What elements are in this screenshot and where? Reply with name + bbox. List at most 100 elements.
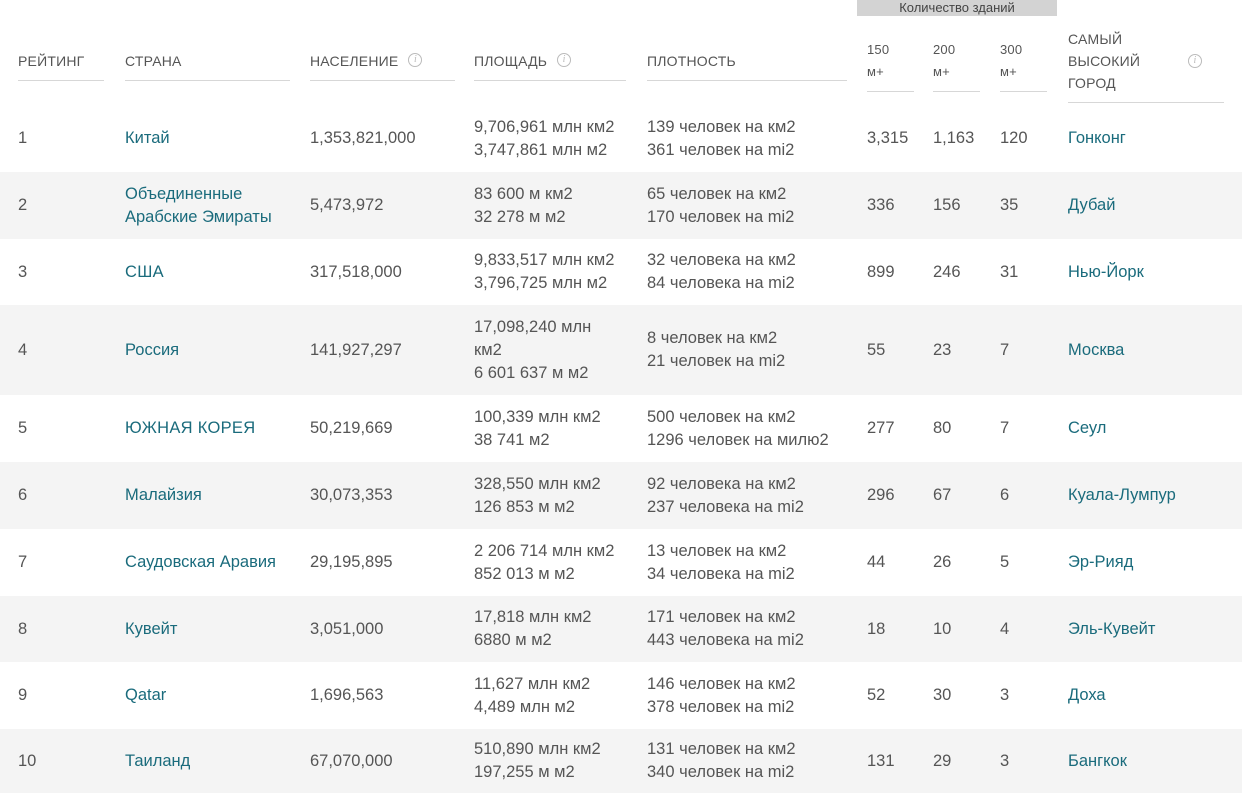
country-link[interactable]: Объединенные Арабские Эмираты xyxy=(125,172,272,239)
header-density-label: ПЛОТНОСТЬ xyxy=(647,53,736,69)
buildings-150m-value: 899 xyxy=(867,262,895,281)
area-cell: 83 600 м км2 32 278 м м2 xyxy=(474,172,634,239)
population-value: 1,696,563 xyxy=(310,686,384,704)
country-link[interactable]: Малайзия xyxy=(125,462,202,529)
header-population-label: НАСЕЛЕНИЕ xyxy=(310,53,399,69)
buildings-200m-cell: 26 xyxy=(933,529,951,596)
header-city-line2: ВЫСОКИЙ xyxy=(1068,53,1141,69)
buildings-200m-cell: 246 xyxy=(933,239,961,305)
population-cell: 29,195,895 xyxy=(310,529,393,596)
density-line2: 443 человека на mi2 xyxy=(647,631,804,649)
buildings-150m-value: 44 xyxy=(867,553,886,571)
rank-value: 10 xyxy=(18,751,37,770)
buildings-150m-cell: 131 xyxy=(867,729,895,793)
area-cell: 328,550 млн км2 126 853 м м2 xyxy=(474,462,634,529)
area-info-icon[interactable]: i xyxy=(557,53,572,68)
table-row: 7 Саудовская Аравия 29,195,895 2 206 714… xyxy=(0,529,1242,596)
density-line1: 13 человек на км2 xyxy=(647,541,787,560)
tallest-city-link[interactable]: Эль-Кувейт xyxy=(1068,596,1155,662)
area-line1: 17,818 млн км2 xyxy=(474,608,592,626)
density-line1: 500 человек на км2 xyxy=(647,407,796,426)
tallest-city-link[interactable]: Бангкок xyxy=(1068,729,1127,793)
buildings-150m-cell: 3,315 xyxy=(867,105,908,172)
buildings-150m-value: 277 xyxy=(867,419,895,437)
header-200m-line2: м+ xyxy=(933,64,950,79)
header-area-label: ПЛОЩАДЬ xyxy=(474,53,548,69)
density-cell: 32 человека на км2 84 человека на mi2 xyxy=(647,239,796,305)
country-name: Малайзия xyxy=(125,486,202,504)
country-link[interactable]: Qatar xyxy=(125,662,166,729)
tallest-city-link[interactable]: Дубай xyxy=(1068,172,1115,239)
buildings-300m-value: 7 xyxy=(1000,419,1010,437)
table-row: 1 Китай 1,353,821,000 9,706,961 млн км2 3… xyxy=(0,105,1242,172)
country-link[interactable]: США xyxy=(125,239,164,305)
density-cell: 8 человек на км2 21 человек на mi2 xyxy=(647,305,785,395)
country-name: США xyxy=(125,262,164,281)
header-150m[interactable]: 150 м+ xyxy=(867,39,914,92)
header-density[interactable]: ПЛОТНОСТЬ xyxy=(647,50,847,81)
header-tallest-city[interactable]: САМЫЙ ВЫСОКИЙ ГОРОД i xyxy=(1068,28,1224,103)
buildings-200m-value: 10 xyxy=(933,619,952,638)
tallest-city-name: Нью-Йорк xyxy=(1068,262,1144,281)
rank-cell: 1 xyxy=(18,105,27,172)
table-row: 2 Объединенные Арабские Эмираты 5,473,972… xyxy=(0,172,1242,239)
header-300m-line1: 300 xyxy=(1000,42,1023,57)
density-cell: 65 человек на км2 170 человек на mi2 xyxy=(647,172,794,239)
density-line2: 84 человека на mi2 xyxy=(647,274,795,292)
population-cell: 50,219,669 xyxy=(310,395,393,462)
tallest-city-link[interactable]: Гонконг xyxy=(1068,105,1126,172)
buildings-200m-value: 156 xyxy=(933,196,961,214)
tallest-city-link[interactable]: Нью-Йорк xyxy=(1068,239,1144,305)
density-cell: 171 человек на км2 443 человека на mi2 xyxy=(647,596,804,662)
tallest-city-link[interactable]: Куала-Лумпур xyxy=(1068,462,1176,529)
tallest-city-link[interactable]: Сеул xyxy=(1068,395,1106,462)
header-300m[interactable]: 300 м+ xyxy=(1000,39,1047,92)
header-rank[interactable]: РЕЙТИНГ xyxy=(18,50,104,81)
header-rank-label: РЕЙТИНГ xyxy=(18,53,85,69)
country-link[interactable]: Кувейт xyxy=(125,596,177,662)
tallest-city-name: Дубай xyxy=(1068,196,1116,214)
country-name: Объединенные xyxy=(125,184,243,203)
tallest-city-name: Эль-Кувейт xyxy=(1068,619,1156,638)
rank-cell: 8 xyxy=(18,596,27,662)
tallest-city-link[interactable]: Эр-Рияд xyxy=(1068,529,1133,596)
city-info-icon[interactable]: i xyxy=(1188,54,1202,68)
area-line2: 126 853 м м2 xyxy=(474,497,575,516)
area-line1: 17,098,240 млн xyxy=(474,317,592,336)
tallest-city-link[interactable]: Москва xyxy=(1068,305,1124,395)
header-country[interactable]: СТРАНА xyxy=(125,50,290,81)
population-cell: 67,070,000 xyxy=(310,729,393,793)
tallest-city-link[interactable]: Доха xyxy=(1068,662,1106,729)
population-value: 141,927,297 xyxy=(310,340,402,359)
header-200m[interactable]: 200 м+ xyxy=(933,39,980,92)
tallest-city-name: Доха xyxy=(1068,686,1106,704)
buildings-200m-value: 80 xyxy=(933,419,952,437)
density-line2: 170 человек на mi2 xyxy=(647,207,795,226)
population-value: 317,518,000 xyxy=(310,262,402,281)
buildings-200m-cell: 29 xyxy=(933,729,951,793)
density-line2: 237 человека на mi2 xyxy=(647,497,804,516)
country-name: Таиланд xyxy=(125,751,191,770)
country-link[interactable]: Саудовская Аравия xyxy=(125,529,276,596)
country-link[interactable]: Китай xyxy=(125,105,170,172)
buildings-150m-cell: 899 xyxy=(867,239,895,305)
density-cell: 92 человека на км2 237 человека на mi2 xyxy=(647,462,804,529)
rank-value: 3 xyxy=(18,262,28,281)
country-link[interactable]: Россия xyxy=(125,305,179,395)
header-population[interactable]: НАСЕЛЕНИЕ i xyxy=(310,50,455,81)
rank-value: 6 xyxy=(18,486,28,504)
rank-value: 1 xyxy=(18,129,28,147)
country-link[interactable]: Таиланд xyxy=(125,729,190,793)
buildings-150m-cell: 52 xyxy=(867,662,885,729)
country-link[interactable]: ЮЖНАЯ КОРЕЯ xyxy=(125,395,255,462)
population-cell: 1,353,821,000 xyxy=(310,105,416,172)
density-cell: 500 человек на км2 1296 человек на милю2 xyxy=(647,395,829,462)
tallest-city-name: Москва xyxy=(1068,340,1125,359)
buildings-150m-value: 18 xyxy=(867,619,886,638)
area-cell: 17,098,240 млн км2 6 601 637 м м2 xyxy=(474,305,634,395)
buildings-300m-value: 31 xyxy=(1000,262,1019,281)
density-cell: 146 человек на км2 378 человек на mi2 xyxy=(647,662,796,729)
population-info-icon[interactable]: i xyxy=(408,53,423,68)
buildings-300m-cell: 3 xyxy=(1000,729,1009,793)
header-area[interactable]: ПЛОЩАДЬ i xyxy=(474,50,626,81)
